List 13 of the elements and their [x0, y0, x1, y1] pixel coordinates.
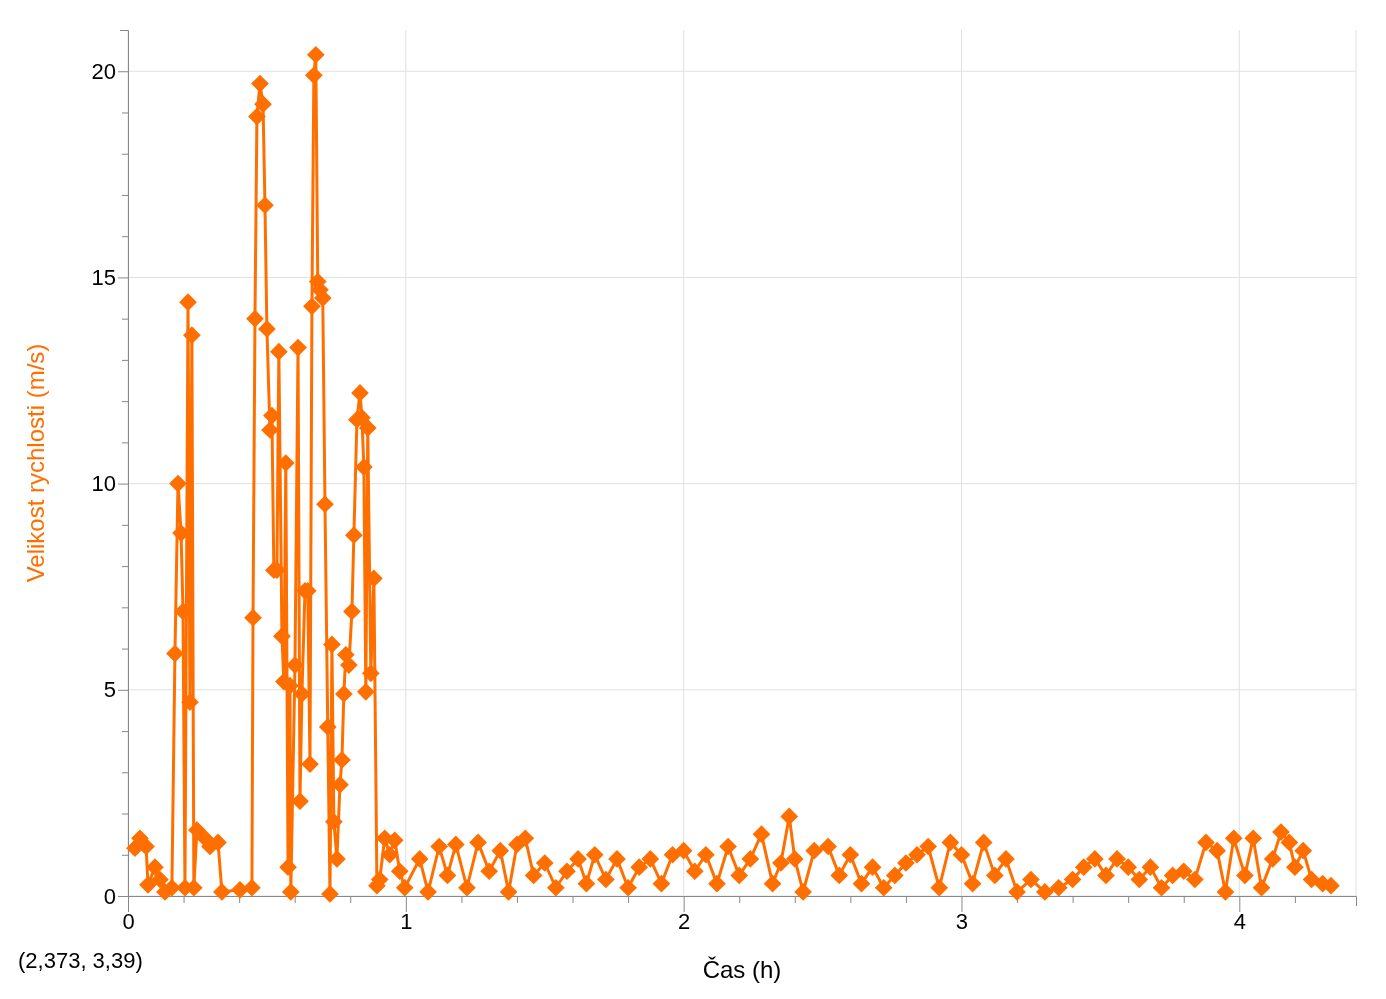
x-axis-title: Čas (h) [702, 956, 782, 983]
y-axis-title: Velikost rychlosti (m/s) [22, 343, 49, 583]
y-tick-label: 15 [91, 264, 116, 290]
x-tick-label: 1 [400, 908, 413, 934]
x-tick-label: 4 [1233, 908, 1246, 934]
y-tick-label: 0 [103, 883, 116, 909]
y-tick-label: 10 [91, 471, 116, 497]
y-tick-label: 5 [103, 677, 116, 703]
x-tick-label: 0 [122, 908, 135, 934]
y-tick-label: 20 [91, 58, 116, 84]
x-tick-label: 2 [678, 908, 691, 934]
text: (2,373, 3,39) [18, 948, 143, 973]
x-tick-label: 3 [955, 908, 969, 934]
